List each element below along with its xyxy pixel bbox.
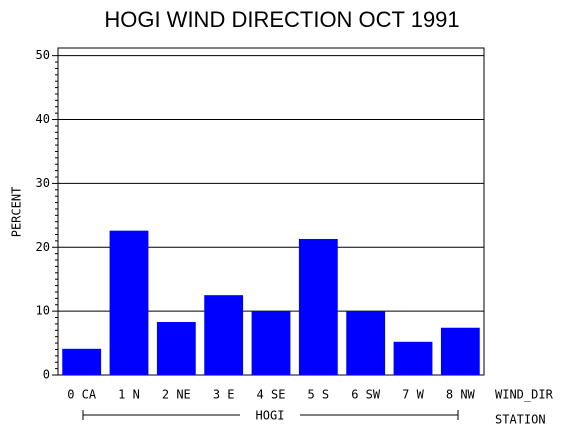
x-axis-label: WIND_DIR [495, 388, 554, 402]
y-tick-label: 30 [36, 176, 50, 190]
y-axis-label: PERCENT [10, 187, 24, 238]
y-tick-label: 40 [36, 112, 50, 126]
bar [156, 321, 196, 375]
group-axis-label: STATION [495, 413, 546, 427]
bar [393, 341, 433, 375]
x-tick-label: 6 SW [351, 388, 381, 402]
bar [62, 348, 102, 375]
bar [440, 327, 480, 375]
x-tick-label: 3 E [213, 388, 235, 402]
y-tick-label: 50 [36, 48, 50, 62]
bar [346, 311, 386, 375]
x-tick-label: 8 NW [446, 388, 476, 402]
y-tick-label: 0 [43, 368, 50, 382]
bar [298, 238, 338, 375]
x-tick-label: 5 S [307, 388, 329, 402]
x-tick-label: 0 CA [67, 388, 97, 402]
chart-title: HOGI WIND DIRECTION OCT 1991 [104, 7, 459, 32]
x-tick-label: 2 NE [162, 388, 191, 402]
x-tick-label: 4 SE [257, 388, 286, 402]
group-label-bg [240, 408, 300, 422]
bar [109, 230, 149, 375]
x-tick-label: 7 W [402, 388, 424, 402]
y-tick-label: 10 [36, 304, 50, 318]
bar [204, 295, 244, 375]
x-tick-label: 1 N [118, 388, 140, 402]
bar [251, 311, 291, 375]
group-label: HOGI [256, 409, 285, 423]
y-tick-label: 20 [36, 240, 50, 254]
